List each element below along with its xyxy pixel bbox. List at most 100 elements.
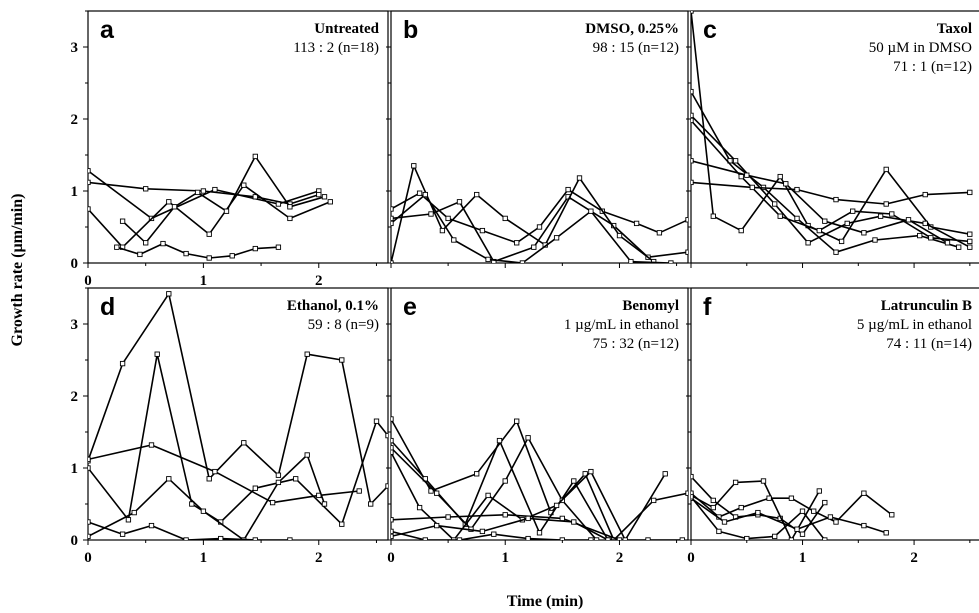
data-point bbox=[679, 537, 685, 540]
panel-frame bbox=[690, 287, 979, 541]
data-point bbox=[685, 249, 688, 255]
data-point bbox=[922, 220, 928, 227]
data-point bbox=[88, 206, 91, 212]
data-point bbox=[212, 186, 218, 193]
data-point bbox=[391, 528, 394, 535]
data-point bbox=[183, 250, 189, 257]
data-point bbox=[744, 172, 750, 178]
data-point bbox=[850, 208, 856, 214]
data-point bbox=[553, 502, 560, 509]
data-point bbox=[391, 533, 394, 540]
data-point bbox=[189, 501, 195, 507]
data-point bbox=[816, 227, 822, 234]
data-point bbox=[148, 442, 155, 448]
data-point bbox=[166, 291, 172, 297]
data-point bbox=[749, 184, 755, 191]
data-point bbox=[416, 504, 423, 511]
data-point bbox=[339, 521, 345, 527]
data-point bbox=[114, 244, 120, 250]
data-point bbox=[502, 478, 508, 484]
panel-e: e Benomyl 1 µg/mL in ethanol 75 : 32 (n=12)… bbox=[386, 287, 689, 566]
data-point bbox=[576, 175, 583, 181]
data-point bbox=[811, 508, 817, 514]
x-tick-label: 2 bbox=[315, 550, 323, 566]
series-group bbox=[88, 291, 388, 540]
data-point bbox=[316, 191, 322, 198]
x-tick-label: 1 bbox=[200, 273, 208, 289]
y-tick-label: 0 bbox=[71, 533, 79, 549]
data-point bbox=[88, 533, 91, 540]
data-point bbox=[605, 537, 611, 540]
data-point bbox=[691, 158, 694, 164]
data-point bbox=[861, 522, 867, 529]
data-point bbox=[691, 11, 694, 14]
panel-frame bbox=[690, 10, 979, 264]
panel-frame bbox=[87, 10, 389, 264]
data-point bbox=[822, 499, 828, 506]
data-point bbox=[525, 435, 531, 441]
x-axis-label: Time (min) bbox=[507, 593, 584, 610]
data-point bbox=[633, 220, 640, 227]
data-point bbox=[883, 530, 889, 536]
data-point bbox=[883, 201, 889, 207]
data-point bbox=[799, 531, 806, 537]
data-point bbox=[275, 472, 282, 478]
panel-counts: 113 : 2 (n=18) bbox=[293, 40, 379, 56]
panel-letter: c bbox=[703, 16, 717, 44]
panel-title: Benomyl bbox=[622, 298, 679, 314]
data-point bbox=[905, 217, 912, 223]
data-point bbox=[491, 531, 497, 537]
data-point bbox=[794, 215, 800, 222]
x-tick-label: 0 bbox=[84, 273, 92, 289]
data-point bbox=[889, 512, 895, 518]
series-line bbox=[691, 119, 970, 243]
data-point bbox=[154, 351, 160, 357]
data-point bbox=[721, 519, 728, 525]
data-point bbox=[485, 492, 491, 499]
data-point bbox=[229, 253, 235, 259]
data-point bbox=[212, 468, 218, 475]
data-point bbox=[275, 244, 282, 250]
data-point bbox=[131, 509, 137, 516]
data-point bbox=[88, 465, 91, 471]
data-point bbox=[738, 173, 744, 180]
data-point bbox=[321, 194, 328, 200]
data-point bbox=[422, 191, 428, 198]
x-tick-label: 2 bbox=[315, 273, 323, 289]
data-point bbox=[514, 240, 520, 246]
data-point bbox=[710, 497, 716, 504]
data-point bbox=[373, 418, 380, 424]
data-point bbox=[293, 476, 299, 482]
data-point bbox=[287, 215, 293, 222]
data-point bbox=[883, 166, 889, 173]
y-axis-label: Growth rate (µm/min) bbox=[9, 194, 26, 347]
panel-frame bbox=[390, 10, 689, 264]
data-point bbox=[137, 251, 143, 258]
data-point bbox=[166, 476, 172, 482]
data-point bbox=[391, 416, 394, 422]
data-point bbox=[143, 186, 149, 192]
panel-counts: 98 : 15 (n=12) bbox=[593, 40, 679, 56]
data-point bbox=[275, 479, 282, 486]
data-point bbox=[710, 213, 716, 219]
data-point bbox=[206, 476, 212, 482]
series-line bbox=[391, 517, 609, 540]
data-point bbox=[88, 456, 91, 463]
y-tick-label: 3 bbox=[71, 317, 79, 333]
panel-counts: 74 : 11 (n=14) bbox=[886, 336, 972, 352]
data-point bbox=[922, 191, 928, 198]
data-point bbox=[385, 483, 388, 489]
data-point bbox=[119, 360, 126, 367]
data-point bbox=[411, 163, 417, 169]
data-point bbox=[816, 488, 822, 494]
data-point bbox=[967, 244, 973, 250]
data-point bbox=[514, 418, 520, 424]
data-point bbox=[385, 432, 388, 439]
data-point bbox=[456, 537, 463, 540]
data-point bbox=[451, 237, 457, 243]
series-line bbox=[691, 91, 959, 253]
y-tick-label: 3 bbox=[71, 40, 79, 56]
data-point bbox=[645, 537, 651, 540]
data-point bbox=[479, 528, 486, 535]
data-point bbox=[391, 260, 394, 263]
